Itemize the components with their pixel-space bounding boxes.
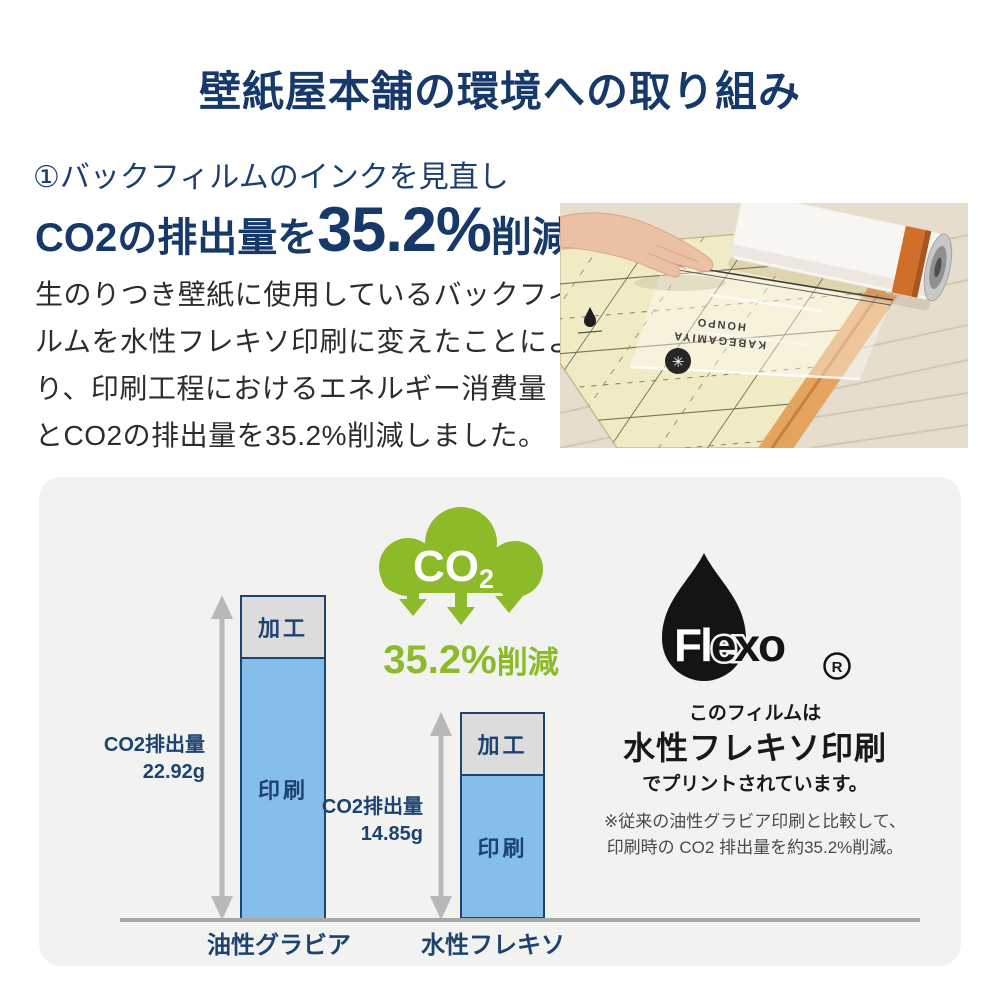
category-water-flexo: 水性フレキソ xyxy=(421,932,565,959)
registered-mark: R xyxy=(832,659,843,676)
film-logo-mark xyxy=(665,348,691,374)
segment-label: 加工 xyxy=(477,733,528,758)
segment-label: 加工 xyxy=(257,616,308,641)
flexo-droplet-icon xyxy=(662,553,746,681)
wallpaper-edge-line xyxy=(770,294,880,448)
co2-cloud-text: CO2 xyxy=(413,542,494,594)
roll-shading xyxy=(729,244,934,298)
film-logo-glyph: ✳ xyxy=(672,354,685,371)
paragraph-line: ルムを水性フレキソ印刷に変えたことによ xyxy=(35,326,576,357)
product-photo: 10 0 KABEGAMIYA HONPO ✳ xyxy=(560,203,968,448)
roll-shadow xyxy=(728,257,931,311)
headline-prefix: CO2の排出量を xyxy=(35,216,318,260)
co2-total-label: CO2排出量 xyxy=(321,796,423,818)
registered-mark-circle xyxy=(823,652,851,680)
wallpaper-droplet-mark xyxy=(577,307,603,334)
co2-total-value: 14.85g xyxy=(360,823,423,845)
paragraph-line: とCO2の排出量を35.2%削減しました。 xyxy=(35,420,547,451)
film-statement-line3: でプリントされています。 xyxy=(642,774,868,795)
page-title: 壁紙屋本舗の環境への取り組み xyxy=(198,68,801,115)
co2-total-right: CO2排出量 14.85g xyxy=(279,794,423,848)
footnote-line2: 印刷時の CO2 排出量を約35.2%削減。 xyxy=(606,838,904,857)
bar-oil-gravure: 加工 印刷 xyxy=(240,595,326,920)
film-statement-line1: このフィルムは xyxy=(688,703,822,724)
segment-label: 印刷 xyxy=(257,777,308,803)
flexo-logo: Flexo R xyxy=(662,553,851,681)
co2-total-value: 22.92g xyxy=(142,761,205,783)
reduction-label: 35.2%削減 xyxy=(361,637,581,683)
svg-text:HONPO: HONPO xyxy=(695,315,746,332)
paragraph-line: り、印刷工程におけるエネルギー消費量 xyxy=(35,373,547,404)
flexo-wordmark: Flexo xyxy=(674,619,785,671)
footnote-line1: ※従来の油性グラビア印刷と比較して、 xyxy=(604,812,906,831)
co2-cloud-icon: CO2 xyxy=(379,507,543,625)
chart-baseline xyxy=(120,918,920,922)
roll-orange-band xyxy=(891,225,926,297)
roll-end-cap xyxy=(923,233,953,302)
bar-segment-processing: 加工 xyxy=(242,597,324,659)
hand-shadow xyxy=(634,275,726,291)
hand xyxy=(560,212,714,278)
roll-orange-stripe xyxy=(911,230,932,298)
step-heading: ①バックフィルムのインクを見直し xyxy=(33,161,509,194)
bar-segment-printing: 印刷 xyxy=(462,776,543,917)
infographic-panel: 加工 印刷 CO2排出量 22.92g CO xyxy=(39,477,961,966)
reduction-percent: 35.2% xyxy=(383,638,497,682)
headline: CO2の排出量を35.2%削減 xyxy=(35,194,573,266)
category-oil-gravure: 油性グラビア xyxy=(207,932,351,959)
measure-arrow-right xyxy=(430,712,452,920)
co2-total-label: CO2排出量 xyxy=(103,734,205,756)
measure-arrow-left xyxy=(211,595,233,920)
co2-total-left: CO2排出量 22.92g xyxy=(49,732,205,786)
headline-percent: 35.2% xyxy=(317,195,492,265)
wallpaper-roll xyxy=(728,203,953,311)
reduction-suffix: 削減 xyxy=(496,645,559,680)
bar-segment-printing: 印刷 xyxy=(242,659,324,918)
bar-water-flexo: 加工 印刷 xyxy=(460,712,545,919)
headline-suffix: 削減 xyxy=(490,214,573,260)
bar-segment-processing: 加工 xyxy=(462,714,543,776)
film-statement-line2: 水性フレキソ印刷 xyxy=(622,730,887,766)
paragraph-line: 生のりつき壁紙に使用しているバックフィ xyxy=(35,279,576,310)
segment-label: 印刷 xyxy=(477,835,528,861)
intro-paragraph: 生のりつき壁紙に使用しているバックフィ ルムを水性フレキソ印刷に変えたことによ … xyxy=(35,271,576,459)
